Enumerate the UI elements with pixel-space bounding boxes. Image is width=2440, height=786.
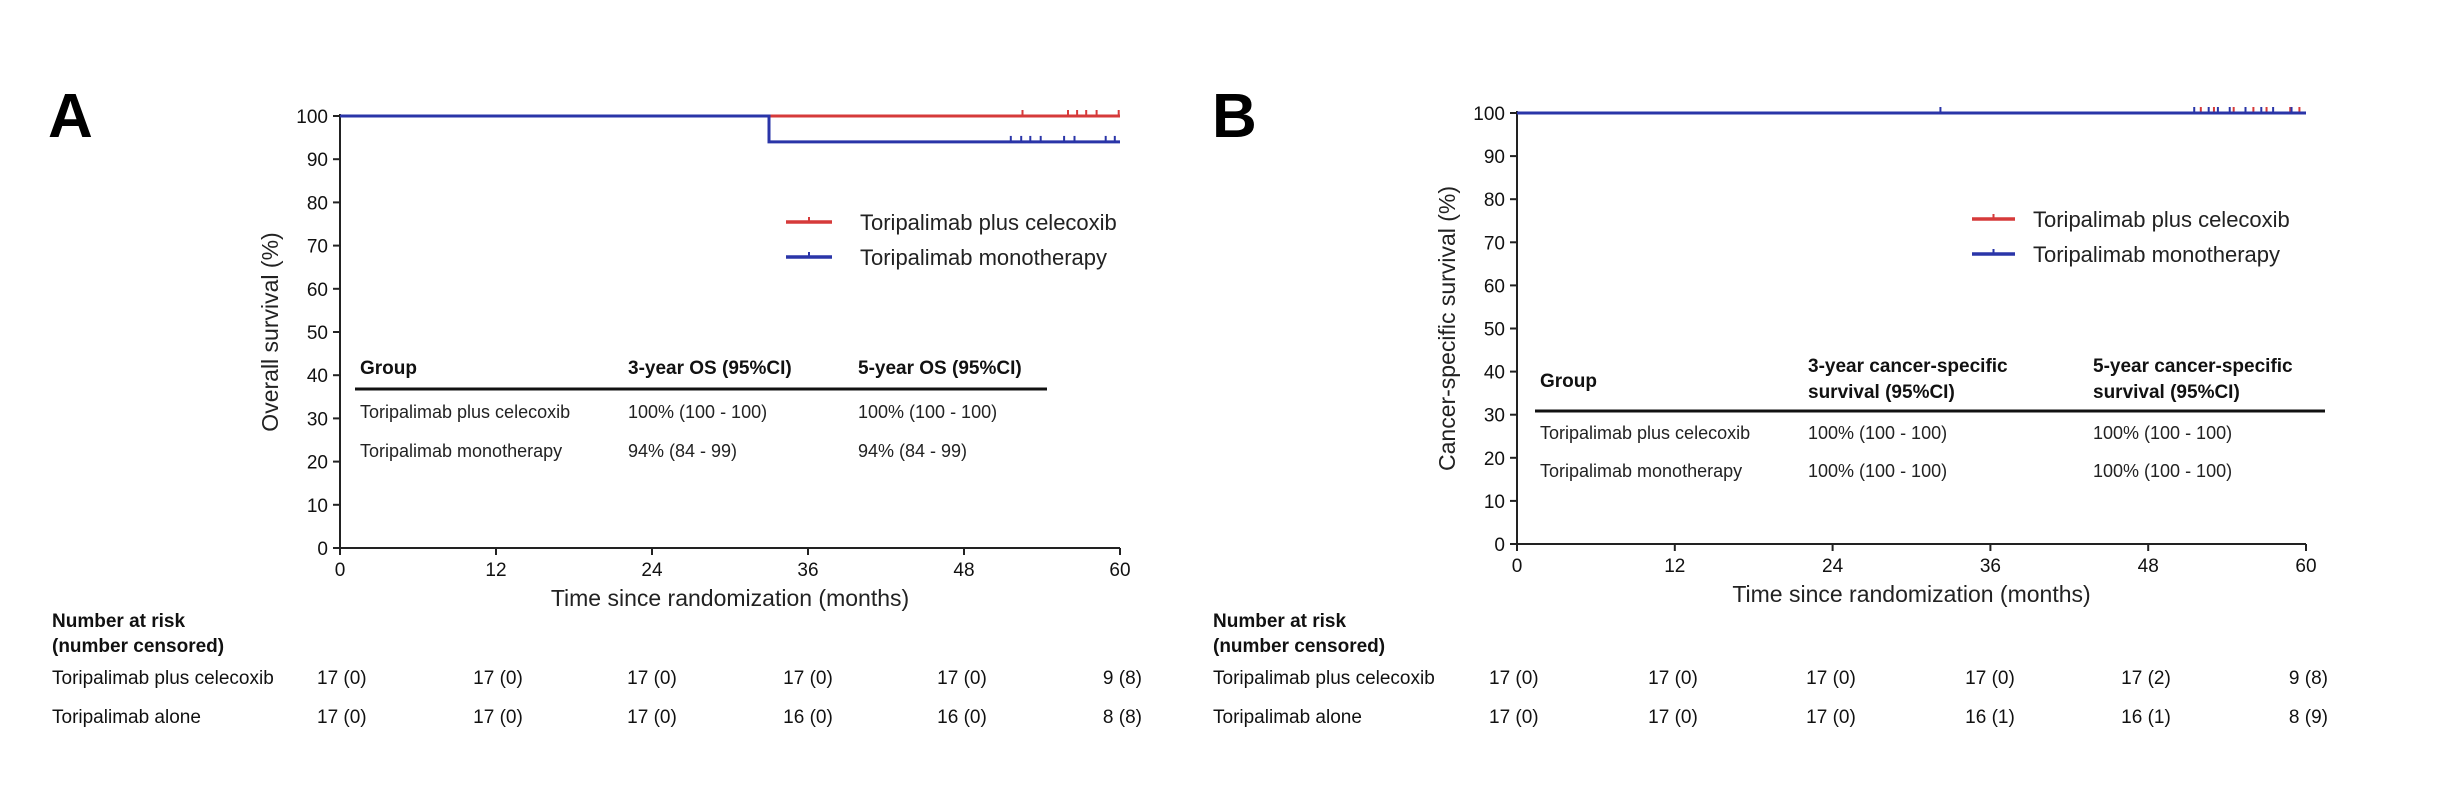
risk-value: 17 (0)	[317, 707, 367, 728]
y-tick-label: 70	[307, 237, 328, 258]
y-tick-label: 0	[317, 539, 328, 560]
legend-label-2: Toripalimab monotherapy	[2033, 242, 2280, 267]
y-tick-label: 90	[307, 150, 328, 171]
x-tick-label: 24	[1822, 556, 1844, 577]
x-tick-label: 12	[485, 560, 506, 581]
table-cell: 100% (100 - 100)	[2093, 461, 2232, 481]
x-axis-title: Time since randomization (months)	[1732, 581, 2090, 607]
y-tick-label: 80	[307, 193, 328, 214]
y-tick-label: 60	[307, 280, 328, 301]
table-cell: Toripalimab plus celecoxib	[1540, 423, 1750, 443]
table-cell: 94% (84 - 99)	[628, 441, 737, 461]
x-tick-label: 48	[2138, 556, 2159, 577]
x-tick-label: 36	[797, 560, 818, 581]
risk-value: 17 (0)	[1648, 707, 1698, 728]
table-cell: 100% (100 - 100)	[628, 402, 767, 422]
panel-label-B: B	[1212, 82, 1257, 151]
risk-table-subtitle: (number censored)	[1213, 636, 1385, 657]
risk-value: 16 (1)	[1965, 707, 2015, 728]
legend-label-2: Toripalimab monotherapy	[860, 245, 1107, 270]
y-axis-title: Overall survival (%)	[257, 232, 283, 431]
y-tick-label: 80	[1484, 190, 1505, 211]
risk-value: 17 (0)	[1965, 668, 2015, 689]
y-tick-label: 40	[1484, 363, 1505, 384]
y-tick-label: 20	[307, 453, 328, 474]
risk-value: 17 (0)	[1489, 668, 1539, 689]
y-tick-label: 30	[307, 409, 328, 430]
risk-row-label: Toripalimab plus celecoxib	[52, 668, 274, 689]
table-header: 3-year cancer-specific	[1808, 356, 2008, 377]
table-cell: 100% (100 - 100)	[1808, 423, 1947, 443]
table-cell: 100% (100 - 100)	[2093, 423, 2232, 443]
risk-row-label: Toripalimab alone	[52, 707, 201, 728]
x-axis-title: Time since randomization (months)	[551, 585, 909, 611]
x-tick-label: 60	[1109, 560, 1130, 581]
x-tick-label: 60	[2295, 556, 2316, 577]
risk-value: 17 (0)	[317, 668, 367, 689]
risk-value: 17 (0)	[1489, 707, 1539, 728]
risk-row-label: Toripalimab plus celecoxib	[1213, 668, 1435, 689]
risk-value: 17 (2)	[2121, 668, 2171, 689]
table-cell: Toripalimab plus celecoxib	[360, 402, 570, 422]
table-header: Group	[1540, 371, 1597, 392]
table-header: 5-year OS (95%CI)	[858, 358, 1022, 379]
y-tick-label: 0	[1494, 535, 1505, 556]
risk-value: 17 (0)	[937, 668, 987, 689]
risk-table-title: Number at risk	[52, 611, 185, 632]
risk-table-title: Number at risk	[1213, 611, 1346, 632]
risk-value: 9 (8)	[2289, 668, 2328, 689]
table-cell: 100% (100 - 100)	[858, 402, 997, 422]
risk-value: 8 (8)	[1103, 707, 1142, 728]
table-cell: 94% (84 - 99)	[858, 441, 967, 461]
risk-row-label: Toripalimab alone	[1213, 707, 1362, 728]
x-tick-label: 0	[1512, 556, 1523, 577]
y-tick-label: 60	[1484, 276, 1505, 297]
series-line-2	[340, 114, 1120, 144]
risk-value: 17 (0)	[783, 668, 833, 689]
x-tick-label: 36	[1980, 556, 2001, 577]
risk-value: 17 (0)	[627, 707, 677, 728]
table-header: survival (95%CI)	[2093, 382, 2240, 403]
risk-value: 16 (0)	[937, 707, 987, 728]
risk-value: 17 (0)	[1806, 668, 1856, 689]
table-header: 5-year cancer-specific	[2093, 356, 2293, 377]
risk-value: 16 (0)	[783, 707, 833, 728]
y-axis-title: Cancer-specific survival (%)	[1434, 186, 1460, 471]
table-header: survival (95%CI)	[1808, 382, 1955, 403]
y-tick-label: 20	[1484, 449, 1505, 470]
table-cell: Toripalimab monotherapy	[1540, 461, 1742, 481]
legend-label-1: Toripalimab plus celecoxib	[2033, 207, 2290, 232]
risk-value: 17 (0)	[473, 707, 523, 728]
risk-value: 17 (0)	[1806, 707, 1856, 728]
y-tick-label: 50	[1484, 320, 1505, 341]
x-tick-label: 24	[641, 560, 663, 581]
table-cell: Toripalimab monotherapy	[360, 441, 562, 461]
y-tick-label: 70	[1484, 233, 1505, 254]
x-tick-label: 48	[953, 560, 974, 581]
y-tick-label: 100	[1473, 104, 1505, 125]
risk-value: 17 (0)	[473, 668, 523, 689]
risk-value: 8 (9)	[2289, 707, 2328, 728]
table-header: 3-year OS (95%CI)	[628, 358, 792, 379]
y-tick-label: 40	[307, 366, 328, 387]
y-tick-label: 100	[296, 107, 328, 128]
table-header: Group	[360, 358, 417, 379]
legend-label-1: Toripalimab plus celecoxib	[860, 210, 1117, 235]
y-tick-label: 90	[1484, 147, 1505, 168]
y-tick-label: 50	[307, 323, 328, 344]
x-tick-label: 0	[335, 560, 346, 581]
y-tick-label: 10	[1484, 492, 1505, 513]
risk-value: 9 (8)	[1103, 668, 1142, 689]
risk-value: 17 (0)	[627, 668, 677, 689]
risk-value: 17 (0)	[1648, 668, 1698, 689]
table-cell: 100% (100 - 100)	[1808, 461, 1947, 481]
panel-label-A: A	[48, 82, 93, 151]
x-tick-label: 12	[1664, 556, 1685, 577]
risk-value: 16 (1)	[2121, 707, 2171, 728]
risk-table-subtitle: (number censored)	[52, 636, 224, 657]
y-tick-label: 30	[1484, 406, 1505, 427]
y-tick-label: 10	[307, 496, 328, 517]
